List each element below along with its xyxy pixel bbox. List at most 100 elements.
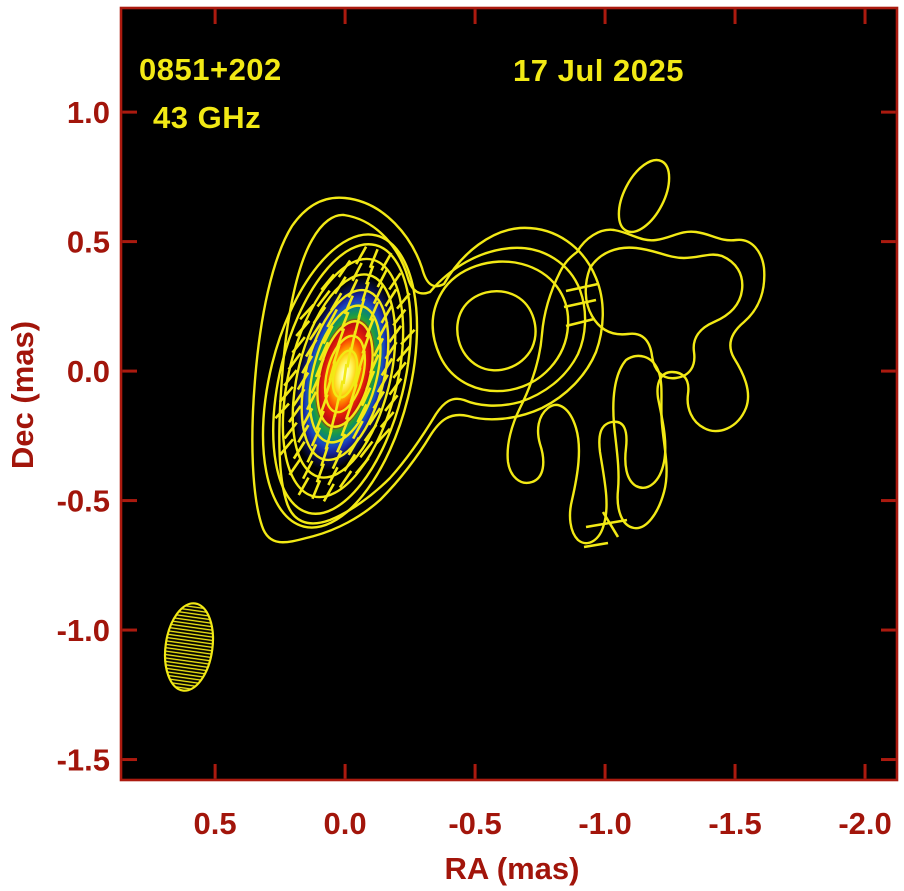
evpa-tick [340, 416, 351, 437]
y-tick-label: -1.0 [57, 613, 110, 648]
evpa-tick [396, 292, 411, 310]
evpa-tick [332, 344, 341, 365]
evpa-tick-jet [565, 317, 595, 328]
evpa-tick [279, 438, 294, 456]
x-tick-label: -0.5 [448, 806, 501, 841]
evpa-tick-jet [601, 511, 620, 538]
evpa-tick [369, 354, 380, 374]
jet-contour-lines [251, 158, 766, 545]
evpa-tick [360, 387, 372, 407]
evpa-tick [354, 457, 370, 475]
evpa-tick [356, 403, 368, 423]
evpa-tick [326, 308, 339, 328]
evpa-tick [338, 470, 353, 489]
jet-contour [431, 260, 570, 393]
evpa-tick [368, 248, 379, 269]
evpa-tick [324, 377, 333, 398]
evpa-tick [396, 345, 412, 363]
evpa-tick [311, 479, 322, 500]
evpa-tick [384, 394, 399, 412]
evpa-tick [314, 357, 325, 378]
x-tick-label: -1.0 [578, 806, 631, 841]
evpa-tick [353, 314, 362, 335]
evpa-tick [310, 427, 322, 447]
evpa-tick [344, 400, 354, 421]
evpa-tick [283, 369, 298, 387]
evpa-tick [365, 317, 375, 338]
evpa-tick [274, 402, 290, 420]
evpa-tick-jet [565, 282, 599, 293]
evpa-tick [322, 483, 335, 502]
plot-background [121, 8, 897, 780]
evpa-tick [343, 295, 354, 315]
evpa-tick [301, 407, 314, 427]
evpa-tick [349, 330, 357, 352]
evpa-tick [322, 325, 334, 345]
evpa-tick [291, 336, 306, 354]
evpa-tick [333, 276, 347, 295]
evpa-tick [355, 246, 368, 265]
evpa-tick [376, 321, 389, 341]
evpa-tick [330, 292, 343, 312]
jet-contour [506, 228, 766, 545]
evpa-tick [296, 371, 310, 391]
evpa-tick [287, 405, 302, 423]
detached-contour-blob [617, 158, 671, 234]
evpa-tick [361, 281, 370, 302]
evpa-tick [319, 393, 329, 414]
evpa-tick [297, 424, 310, 443]
y-tick-label: -0.5 [57, 484, 110, 519]
evpa-tick [357, 298, 366, 318]
evpa-tick [380, 252, 393, 272]
evpa-tick [305, 391, 318, 411]
x-tick-label: 0.5 [194, 806, 237, 841]
evpa-tick [376, 268, 389, 288]
evpa-tick [351, 262, 363, 282]
evpa-tick [292, 388, 306, 407]
evpa-tick [365, 370, 376, 391]
evpa-tick [388, 272, 402, 291]
evpa-tick [304, 338, 318, 358]
evpa-tick [368, 407, 382, 426]
y-axis-title: Dec (mas) [5, 321, 40, 469]
evpa-tick [375, 427, 391, 445]
evpa-tick [337, 380, 344, 401]
evpa-tick [364, 265, 375, 285]
frequency-label: 43 GHz [153, 100, 261, 135]
evpa-tick [353, 367, 362, 388]
evpa-tick [278, 385, 294, 403]
epoch-date-label: 17 Jul 2025 [513, 53, 684, 88]
evpa-tick [301, 460, 314, 480]
restoring-beam-ellipse [163, 602, 215, 692]
jet-contour [584, 246, 744, 380]
evpa-tick [343, 453, 357, 472]
evpa-tick [400, 328, 416, 346]
evpa-tick [328, 413, 337, 434]
evpa-tick [392, 361, 407, 379]
evpa-tick [339, 311, 350, 332]
polarization-ticks [274, 246, 628, 549]
evpa-tick [379, 411, 395, 429]
evpa-tick [310, 374, 321, 394]
evpa-tick [333, 396, 341, 418]
evpa-tick [346, 347, 353, 368]
evpa-tick [331, 450, 343, 470]
y-tick-label: 0.5 [67, 225, 110, 260]
evpa-tick [301, 355, 314, 374]
evpa-tick [297, 476, 310, 496]
evpa-tick [287, 352, 302, 371]
evpa-tick [320, 273, 336, 291]
evpa-tick [315, 463, 326, 483]
evpa-tick-jet [585, 518, 628, 529]
jet-contour [251, 196, 604, 544]
evpa-tick [363, 424, 378, 442]
evpa-tick [349, 383, 358, 404]
axis-ticks-and-labels: 0.5 0.0 -0.5 -1.0 -1.5 -2.0 1.0 0.5 0.0 -0.5 -1.0 -… [57, 9, 896, 841]
evpa-tick [384, 288, 398, 307]
core-contour-ellipse [271, 243, 413, 515]
evpa-tick [316, 289, 331, 308]
jet-contour [612, 354, 668, 530]
evpa-tick [324, 430, 333, 450]
y-tick-label: 1.0 [67, 95, 110, 130]
